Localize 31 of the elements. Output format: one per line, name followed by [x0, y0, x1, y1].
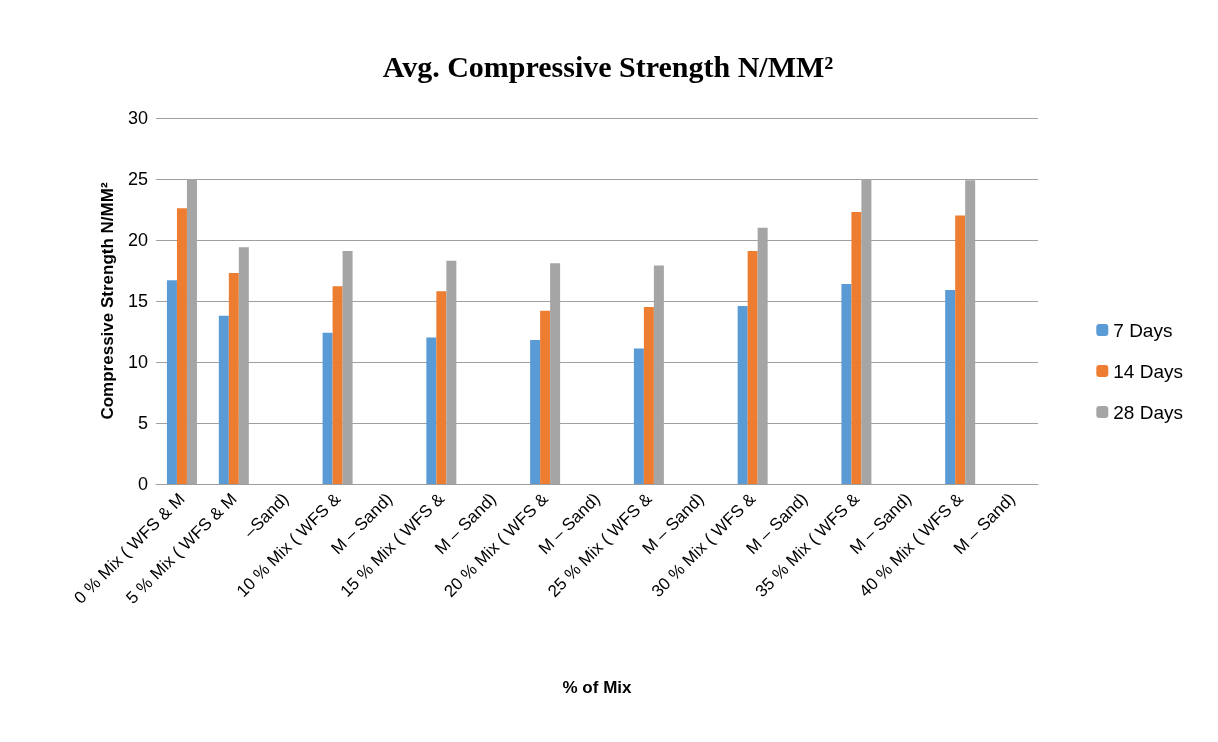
bar	[228, 272, 239, 484]
y-axis-title: Compressive Strength N/MM²	[98, 182, 117, 420]
legend-label: 28 Days	[1113, 401, 1183, 423]
bar	[166, 280, 177, 484]
bar	[540, 310, 551, 484]
bar	[643, 307, 654, 484]
y-tick-label: 25	[127, 169, 148, 189]
y-tick-label: 5	[137, 413, 148, 433]
chart-title: Avg. Compressive Strength N/MM²	[382, 49, 834, 83]
bar	[322, 332, 333, 484]
bar	[633, 348, 644, 484]
bar	[737, 305, 748, 484]
y-tick-label: 15	[127, 291, 148, 311]
bar	[841, 283, 852, 484]
bar	[747, 250, 758, 484]
bar	[955, 215, 966, 484]
bar	[218, 315, 229, 484]
bar	[851, 211, 862, 484]
y-tick-label: 20	[127, 230, 148, 250]
y-tick-label: 30	[127, 108, 148, 128]
y-tick-label: 0	[137, 474, 148, 494]
bar	[426, 337, 437, 484]
bar	[945, 290, 956, 484]
legend-label: 14 Days	[1113, 360, 1183, 382]
x-axis-title: % of Mix	[562, 678, 633, 697]
bar	[176, 208, 187, 484]
y-tick-label: 10	[127, 352, 148, 372]
bar	[332, 286, 343, 484]
bar	[530, 340, 541, 484]
legend-label: 7 Days	[1113, 319, 1173, 341]
bar	[436, 291, 447, 484]
